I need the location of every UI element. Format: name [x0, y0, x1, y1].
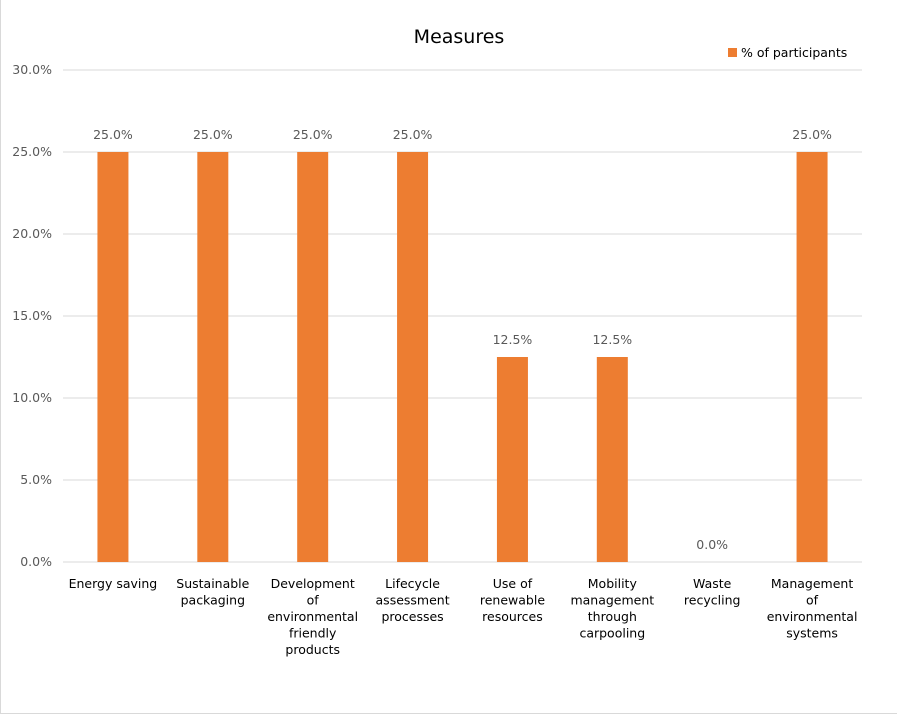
- data-label: 12.5%: [493, 332, 533, 347]
- gridlines: [63, 69, 862, 563]
- y-tick-label: 25.0%: [12, 144, 52, 159]
- legend: % of participants: [728, 45, 847, 60]
- bar: [297, 152, 329, 562]
- bar: [397, 152, 429, 562]
- x-tick-label: Waste recycling: [684, 576, 741, 608]
- y-tick-label: 20.0%: [12, 226, 52, 241]
- data-label: 25.0%: [193, 127, 233, 142]
- x-axis: Energy saving Sustainable packaging Develop…: [69, 576, 858, 657]
- x-tick-label: Management of environmental systems: [767, 576, 858, 641]
- y-tick-label: 30.0%: [12, 62, 52, 77]
- y-axis: 0.0% 5.0% 10.0% 15.0% 20.0% 25.0% 30.0%: [12, 62, 52, 569]
- bar: [496, 357, 528, 562]
- y-tick-label: 5.0%: [20, 472, 52, 487]
- bar: [796, 152, 828, 562]
- data-label: 25.0%: [93, 127, 133, 142]
- y-tick-label: 15.0%: [12, 308, 52, 323]
- y-tick-label: 0.0%: [20, 554, 52, 569]
- data-labels: 25.0% 25.0% 25.0% 25.0% 12.5% 12.5% 0.0% 25.0%: [93, 127, 832, 552]
- data-label: 25.0%: [393, 127, 433, 142]
- bar: [197, 152, 229, 562]
- x-tick-label: Development of environmental friendly produc…: [267, 576, 358, 657]
- x-tick-label: Sustainable packaging: [176, 576, 249, 608]
- data-label: 25.0%: [293, 127, 333, 142]
- data-label: 25.0%: [792, 127, 832, 142]
- x-tick-label: Energy saving: [69, 576, 158, 591]
- legend-swatch: [728, 48, 737, 57]
- data-label: 0.0%: [696, 537, 728, 552]
- x-tick-label: Mobility management through carpooling: [570, 576, 654, 641]
- bars: [97, 152, 828, 562]
- x-tick-label: Use of renewable resources: [480, 576, 545, 624]
- x-tick-label: Lifecycle assessment processes: [376, 576, 450, 624]
- chart-title: Measures: [414, 26, 505, 48]
- bar: [97, 152, 129, 562]
- y-tick-label: 10.0%: [12, 390, 52, 405]
- data-label: 12.5%: [592, 332, 632, 347]
- bar: [596, 357, 628, 562]
- legend-label: % of participants: [741, 45, 847, 60]
